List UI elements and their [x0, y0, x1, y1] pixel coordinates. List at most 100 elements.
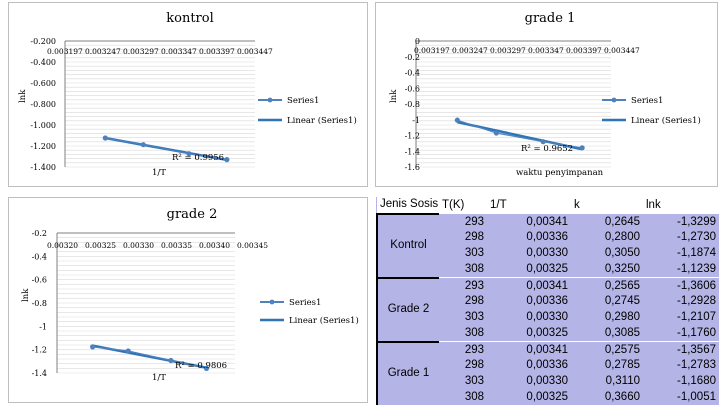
table-cell: 308 — [464, 390, 484, 403]
table-cell: 0,00330 — [526, 374, 568, 387]
table-cell: 0,3085 — [604, 326, 640, 339]
table-cell: -1,2107 — [676, 311, 716, 324]
chart-0-data-point — [224, 157, 230, 163]
table-cell: 0,00341 — [487, 341, 571, 358]
table-cell: 308 — [464, 262, 484, 275]
chart-1-y-tick-label: -1 — [412, 116, 420, 125]
table-cell: -1,1680 — [676, 374, 716, 387]
chart-0-data-point — [140, 142, 146, 148]
chart-1-y-tick-label: -0.6 — [405, 84, 420, 93]
table-cell: 298 — [464, 231, 484, 244]
table-cell: 0,3250 — [604, 262, 640, 275]
table-cell: 298 — [464, 295, 484, 308]
chart-2-legend-trend: Linear (Series1) — [289, 315, 359, 326]
table-cell: 0,00341 — [487, 277, 571, 295]
chart-2-series-line — [92, 346, 207, 369]
chart-2-data-point — [168, 357, 174, 364]
table-cell: 0,00330 — [526, 247, 568, 260]
table-row: 298 0,00336 0,2800 -1,2730 — [377, 230, 719, 246]
chart-2-data-point — [90, 344, 96, 350]
table-cell: 0,00341 — [487, 213, 571, 231]
chart-1-x-tick-label: 0.003447 — [604, 46, 640, 55]
chart-1-y-axis-label: lnk — [389, 89, 399, 103]
table-cell: -1,3299 — [643, 213, 719, 231]
chart-1-legend-marker — [611, 97, 617, 103]
chart-0-y-tick-label: -0.800 — [30, 100, 56, 109]
chart-2-x-axis-label: 1/T — [152, 373, 166, 383]
table-cell: 0,3110 — [605, 374, 640, 387]
chart-0-data-point — [102, 135, 108, 141]
table-cell: 0,2800 — [604, 231, 640, 244]
chart-1-y-tick-label: -1.2 — [405, 132, 420, 141]
table-cell: -1,0051 — [676, 390, 716, 403]
table-row: 303 0,00330 0,3050 -1,1874 — [377, 246, 719, 262]
chart-2-x-tick-label: 0.00335 — [161, 241, 192, 250]
chart-1-x-tick-label: 0.003347 — [528, 46, 564, 55]
chart-1-y-tick-label: -1.4 — [405, 147, 420, 156]
chart-2-y-tick-label: -0.8 — [32, 299, 47, 308]
chart-2-legend-series: Series1 — [289, 298, 321, 308]
table-cell: 298 — [464, 359, 484, 372]
chart-2-y-tick-label: -0.6 — [32, 276, 47, 285]
table-row: 298 0,00336 0,2785 -1,2783 — [377, 358, 719, 374]
table-cell: -1,1239 — [676, 262, 716, 275]
chart-kontrol: kontrol 0.003197 0.003247 0.003297 0.003347 0… — [8, 2, 368, 187]
table-cell: 0,2745 — [604, 295, 640, 308]
table-header-row: Jenis Sosis T(K) 1/T k lnk — [377, 197, 719, 214]
table-cell: -1,3606 — [643, 277, 719, 295]
chart-1-x-tick-label: 0.003397 — [566, 46, 602, 55]
table-cell: 0,00325 — [526, 390, 568, 403]
chart-1-data-point — [579, 145, 585, 151]
chart-2-x-tick-label: 0.00325 — [85, 241, 116, 250]
table-header-cell: k — [571, 197, 643, 214]
chart-2-y-tick-label: -1 — [39, 322, 47, 331]
chart-2-y-tick-label: -0.4 — [32, 252, 47, 261]
table-header-cell: 1/T — [487, 197, 571, 214]
chart-1-x-axis-label: waktu penyimpanan — [516, 168, 604, 178]
table-header-cell: T(K) — [439, 197, 487, 214]
chart-0-series-line — [105, 137, 227, 161]
table-row: 308 0,00325 0,3250 -1,1239 — [377, 261, 719, 277]
table-header-cell: lnk — [643, 197, 719, 214]
chart-1-y-tick-label: -0.2 — [405, 53, 420, 62]
chart-0-legend-marker — [267, 97, 273, 103]
table-cell: 0,2785 — [604, 359, 640, 372]
table-cell: -1,2928 — [676, 295, 716, 308]
chart-0-x-tick-label: 0.003347 — [161, 47, 197, 56]
chart-2-y-axis-label: lnk — [21, 288, 31, 302]
chart-1-data-point — [540, 139, 546, 145]
chart-2-x-tick-label: 0.00345 — [237, 241, 268, 250]
table-row: 308 0,00325 0,3085 -1,1760 — [377, 325, 719, 341]
chart-0-x-tick-label: 0.003247 — [85, 47, 121, 56]
chart-2-title: grade 2 — [167, 207, 218, 222]
chart-2-y-tick-label: -1.4 — [32, 369, 47, 378]
table-row: 303 0,00330 0,2980 -1,2107 — [377, 310, 719, 326]
table-cell: 0,3050 — [604, 247, 640, 260]
chart-2-r2-label: R² = 0.9806 — [175, 361, 227, 371]
table-cell: 0,00336 — [526, 359, 568, 372]
chart-2-x-tick-label: 0.00330 — [123, 241, 154, 250]
chart-2-y-tick-label: -1.2 — [32, 346, 47, 355]
table-row: Grade 1 293 0,00341 0,2575 -1,3567 — [376, 340, 719, 405]
data-table: Jenis Sosis T(K) 1/T k lnk Kontrol 293 0,00341 0… — [376, 197, 719, 405]
chart-1-x-tick-label: 0.003197 — [414, 46, 450, 55]
table-cell: 0,3660 — [604, 390, 640, 403]
chart-1-y-tick-label: 0 — [415, 37, 420, 46]
chart-0-legend-series: Series1 — [287, 96, 319, 106]
chart-1-y-tick-label: -1.6 — [405, 163, 420, 172]
table-group-label: Grade 2 — [376, 276, 439, 342]
chart-0-x-tick-label: 0.003447 — [237, 47, 273, 56]
chart-1-y-tick-label: -0.4 — [405, 69, 420, 78]
chart-0-legend-trend: Linear (Series1) — [287, 115, 357, 126]
chart-1-legend-trend: Linear (Series1) — [631, 115, 701, 126]
chart-1-title: grade 1 — [525, 11, 576, 26]
chart-0-data-point — [186, 151, 192, 157]
table-row: 298 0,00336 0,2745 -1,2928 — [377, 294, 719, 310]
table-cell: -1,2730 — [676, 231, 716, 244]
chart-grade-1-svg: grade 10.003197 0.003247 0.003297 0.003347 0… — [389, 11, 701, 178]
chart-0-y-tick-label: -1.200 — [30, 142, 56, 151]
table-cell: -1,3567 — [643, 341, 719, 358]
table-cell: -1,1760 — [676, 326, 716, 339]
chart-1-data-point — [454, 117, 460, 123]
chart-0-y-tick-label: -0.200 — [30, 37, 56, 46]
